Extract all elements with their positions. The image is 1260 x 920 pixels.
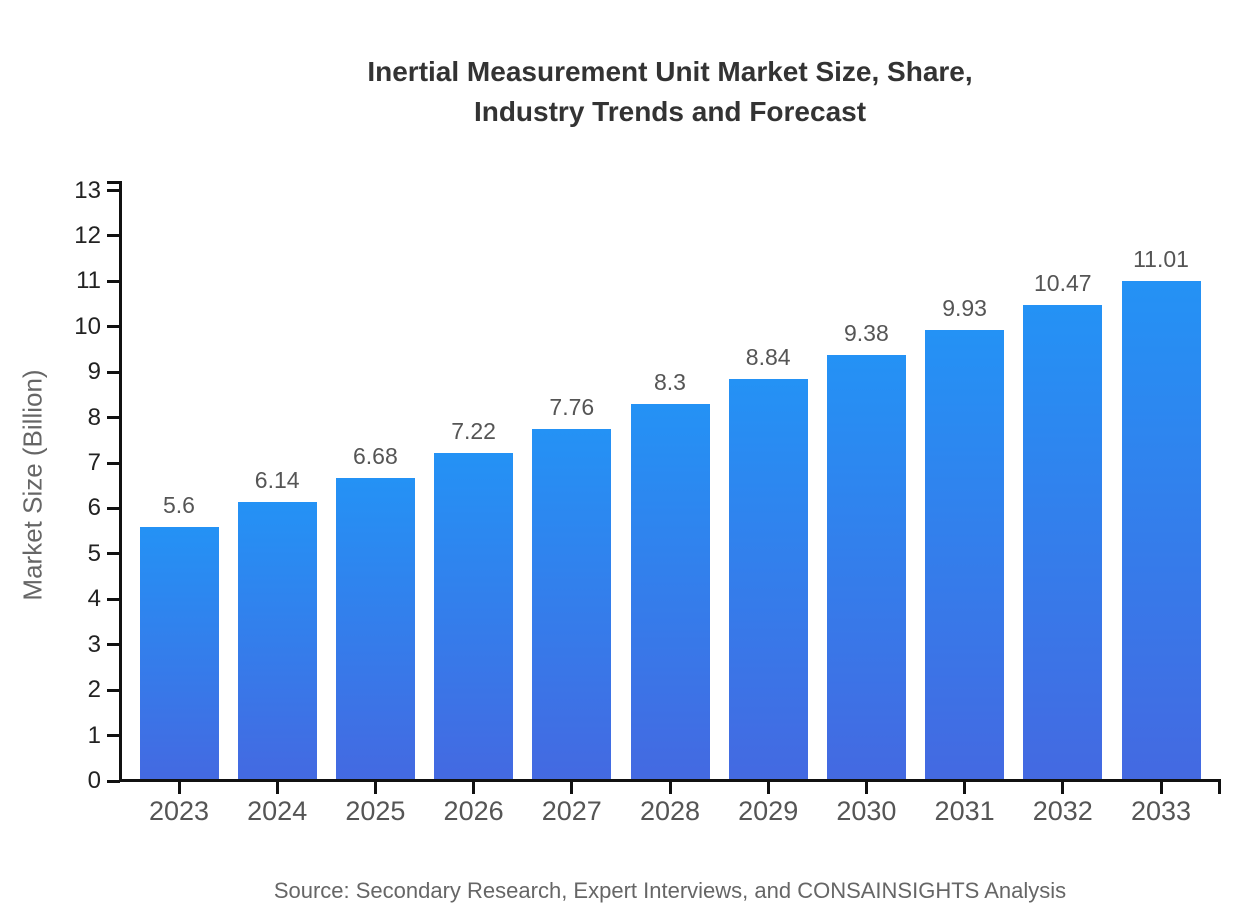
x-tick-label-2028: 2028 xyxy=(639,796,701,826)
x-tick-2024 xyxy=(275,781,279,794)
x-tick-2030 xyxy=(864,781,868,794)
y-tick-4 xyxy=(107,597,120,601)
y-tick-9 xyxy=(107,370,120,374)
bar-2025 xyxy=(335,477,415,782)
chart-title: Inertial Measurement Unit Market Size, S… xyxy=(120,52,1220,132)
bar-2030 xyxy=(826,354,906,782)
bar-value-label-2030: 9.38 xyxy=(844,319,889,346)
x-tick-2023 xyxy=(177,781,181,794)
y-tick-3 xyxy=(107,643,120,647)
bar-2024 xyxy=(237,502,317,782)
chart-title-line1: Inertial Measurement Unit Market Size, S… xyxy=(367,56,973,87)
y-tick-11 xyxy=(107,279,120,283)
y-tick-label-9: 9 xyxy=(87,358,101,386)
y-tick-2 xyxy=(107,688,120,692)
y-tick-label-11: 11 xyxy=(76,267,101,295)
y-tick-label-4: 4 xyxy=(87,585,101,613)
x-tick-2033 xyxy=(1159,781,1163,794)
bar-2031 xyxy=(925,329,1005,782)
y-tick-6 xyxy=(107,506,120,510)
y-tick-label-8: 8 xyxy=(87,403,101,431)
bar-2026 xyxy=(434,453,514,782)
bar-value-label-2031: 9.93 xyxy=(942,294,987,321)
x-tick-2029 xyxy=(766,781,770,794)
bar-value-label-2028: 8.3 xyxy=(654,369,686,395)
x-tick-label-2024: 2024 xyxy=(247,796,308,826)
y-tick-7 xyxy=(107,461,120,465)
y-axis-end-tick xyxy=(107,181,120,184)
bar-2029 xyxy=(728,379,808,782)
y-tick-label-1: 1 xyxy=(87,721,101,749)
x-axis-line xyxy=(119,779,1221,782)
bar-value-label-2024: 6.14 xyxy=(254,467,300,494)
x-tick-2031 xyxy=(963,781,967,794)
x-tick-label-2031: 2031 xyxy=(934,796,995,826)
y-tick-1 xyxy=(107,734,120,738)
y-tick-label-2: 2 xyxy=(87,676,101,704)
source-text: Source: Secondary Research, Expert Inter… xyxy=(273,878,1067,903)
y-tick-12 xyxy=(107,234,120,238)
y-tick-10 xyxy=(107,325,120,329)
y-tick-13 xyxy=(107,189,120,193)
y-tick-label-13: 13 xyxy=(74,176,101,204)
x-tick-label-2033: 2033 xyxy=(1130,796,1192,826)
bar-value-label-2027: 7.76 xyxy=(549,393,595,420)
bar-2033 xyxy=(1121,280,1201,782)
bar-value-label-2032: 10.47 xyxy=(1034,270,1092,297)
x-tick-label-2027: 2027 xyxy=(541,796,602,826)
bar-2027 xyxy=(532,428,612,782)
bar-2023 xyxy=(139,526,219,782)
bar-value-label-2033: 11.01 xyxy=(1133,245,1189,272)
y-tick-0 xyxy=(107,779,120,783)
x-tick-label-2025: 2025 xyxy=(345,796,406,826)
y-tick-label-12: 12 xyxy=(74,221,101,249)
bar-value-label-2025: 6.68 xyxy=(353,442,398,469)
x-tick-2026 xyxy=(472,781,476,794)
chart-title-line2: Industry Trends and Forecast xyxy=(473,96,867,127)
bar-value-label-2023: 5.6 xyxy=(163,491,195,518)
y-tick-5 xyxy=(107,552,120,556)
y-tick-label-10: 10 xyxy=(74,312,101,340)
x-axis-end-tick xyxy=(1218,781,1221,794)
x-tick-2028 xyxy=(668,781,672,794)
x-tick-2027 xyxy=(570,781,574,794)
bar-2032 xyxy=(1023,305,1103,782)
x-tick-label-2026: 2026 xyxy=(443,796,504,826)
y-tick-label-7: 7 xyxy=(87,449,101,477)
y-tick-label-0: 0 xyxy=(87,767,101,794)
bar-2028 xyxy=(630,404,710,782)
x-tick-2032 xyxy=(1061,781,1065,794)
y-tick-label-3: 3 xyxy=(87,630,101,658)
x-tick-label-2023: 2023 xyxy=(148,796,210,826)
y-tick-8 xyxy=(107,416,120,420)
x-tick-label-2032: 2032 xyxy=(1032,796,1093,826)
x-tick-2025 xyxy=(373,781,377,794)
bar-value-label-2029: 8.84 xyxy=(745,344,791,371)
y-axis-line xyxy=(119,181,122,782)
x-tick-label-2029: 2029 xyxy=(738,796,799,826)
y-tick-label-6: 6 xyxy=(87,494,101,522)
x-tick-label-2030: 2030 xyxy=(836,796,897,826)
bar-value-label-2026: 7.22 xyxy=(451,418,496,445)
y-tick-label-5: 5 xyxy=(87,539,101,567)
